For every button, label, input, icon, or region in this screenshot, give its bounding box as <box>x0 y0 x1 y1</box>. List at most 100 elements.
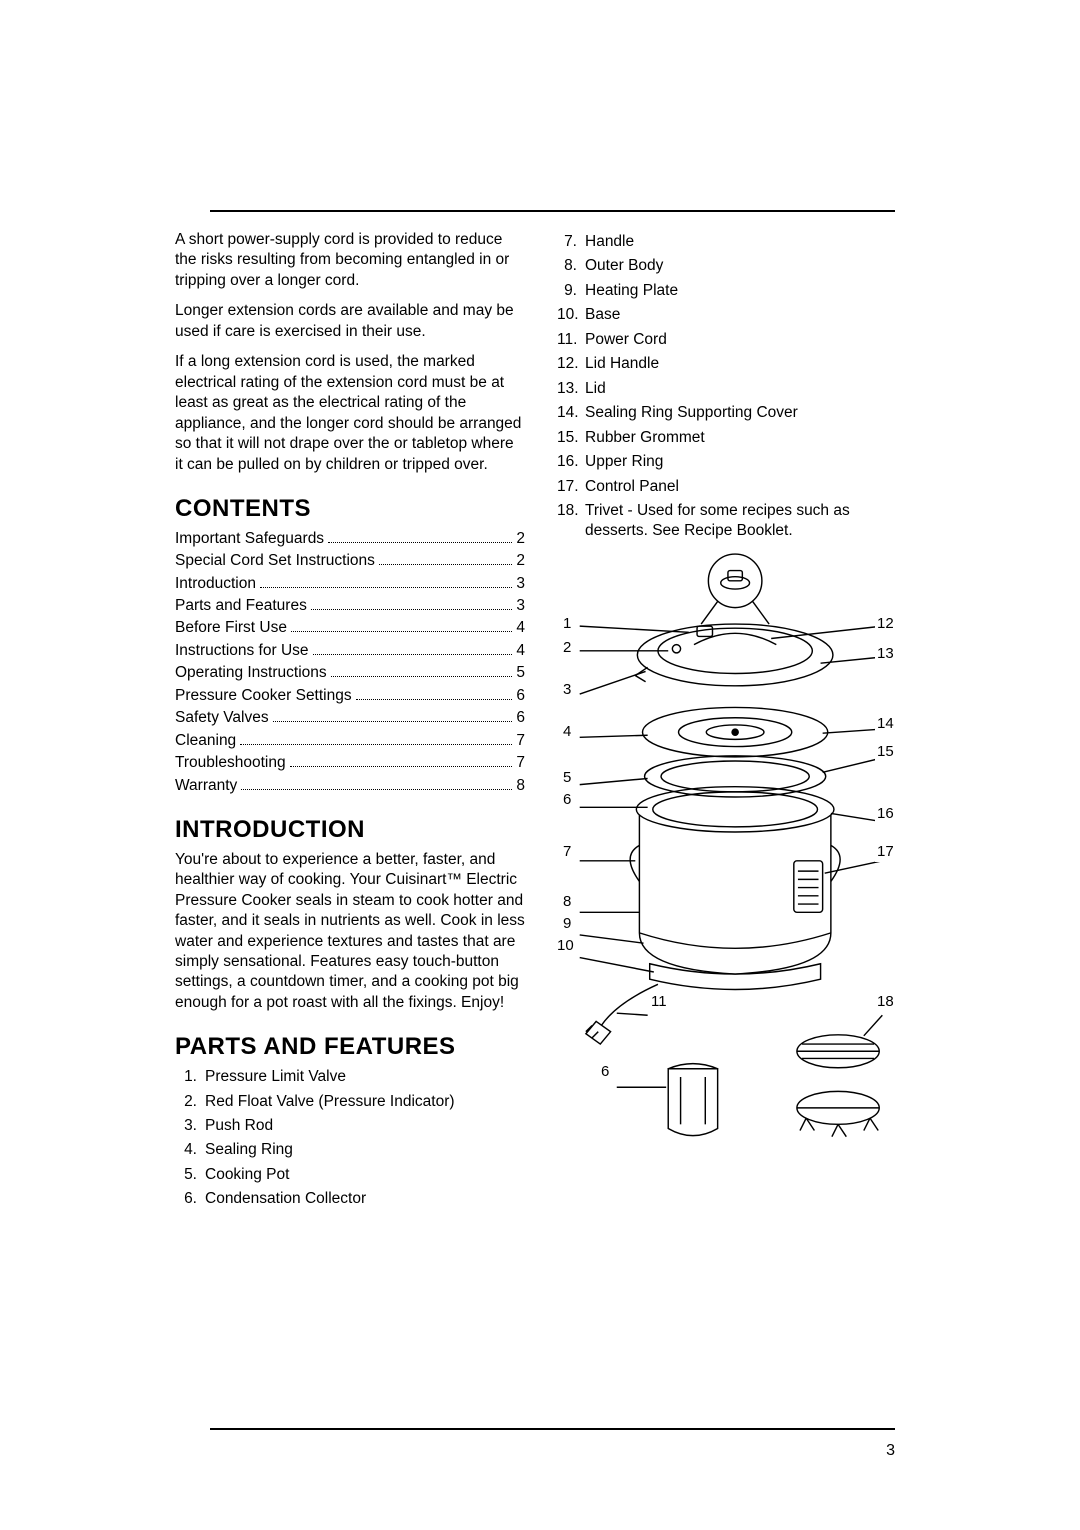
parts-item-number: 8. <box>557 256 585 276</box>
parts-item-text: Sealing Ring Supporting Cover <box>585 403 905 423</box>
seal-cover-dot <box>732 729 738 735</box>
toc-label: Pressure Cooker Settings <box>175 686 352 706</box>
valve-zoom-detail <box>721 577 750 589</box>
left-column: A short power-supply cord is provided to… <box>175 230 525 1214</box>
parts-list-item: 9.Heating Plate <box>557 281 905 301</box>
parts-list-item: 16.Upper Ring <box>557 452 905 472</box>
cord-paragraph-2: Longer extension cords are available and… <box>175 301 525 342</box>
parts-item-text: Red Float Valve (Pressure Indicator) <box>205 1092 525 1112</box>
leader-1 <box>580 626 689 632</box>
handle-left <box>630 845 639 881</box>
power-plug <box>586 1021 611 1044</box>
toc-row: Pressure Cooker Settings 6 <box>175 686 525 706</box>
parts-features-heading: PARTS AND FEATURES <box>175 1031 525 1063</box>
toc-label: Special Cord Set Instructions <box>175 551 375 571</box>
parts-item-text: Cooking Pot <box>205 1165 525 1185</box>
toc-page: 2 <box>516 529 525 549</box>
trivet-legs <box>797 1091 879 1136</box>
toc-label: Cleaning <box>175 731 236 751</box>
parts-list-item: 18.Trivet - Used for some recipes such a… <box>557 501 905 542</box>
base <box>650 964 821 990</box>
parts-item-number: 18. <box>557 501 585 542</box>
callout-11: 11 <box>649 992 669 1012</box>
parts-list-item: 17.Control Panel <box>557 477 905 497</box>
toc-leader-dots <box>328 532 512 543</box>
outer-body <box>639 814 830 974</box>
toc-row: Cleaning7 <box>175 731 525 751</box>
callout-17: 17 <box>875 842 896 862</box>
toc-page: 5 <box>516 663 525 683</box>
parts-item-number: 10. <box>557 305 585 325</box>
toc-page: 6 <box>516 686 525 706</box>
parts-item-text: Lid Handle <box>585 354 905 374</box>
parts-list-item: 7.Handle <box>557 232 905 252</box>
callout-12: 12 <box>875 614 896 634</box>
leader-13 <box>821 657 883 663</box>
leader-9 <box>580 935 644 943</box>
callout-9: 9 <box>561 914 573 934</box>
parts-item-number: 11. <box>557 330 585 350</box>
toc-page: 2 <box>516 551 525 571</box>
toc-label: Instructions for Use <box>175 641 309 661</box>
toc-leader-dots <box>379 554 513 565</box>
toc-row: Introduction3 <box>175 574 525 594</box>
leader-11 <box>617 1013 648 1015</box>
toc-row: Safety Valves6 <box>175 708 525 728</box>
leader-15 <box>823 758 883 772</box>
toc-page: 4 <box>516 618 525 638</box>
toc-row: Warranty8 <box>175 776 525 796</box>
toc-page: 4 <box>516 641 525 661</box>
lid-handle <box>694 633 776 644</box>
manual-page: A short power-supply cord is provided to… <box>0 0 1080 1530</box>
toc-leader-dots <box>291 622 512 633</box>
leader-10 <box>580 957 654 971</box>
parts-item-number: 12. <box>557 354 585 374</box>
toc-leader-dots <box>273 711 513 722</box>
condensation-collector <box>668 1069 717 1136</box>
parts-list-item: 8.Outer Body <box>557 256 905 276</box>
introduction-heading: INTRODUCTION <box>175 814 525 846</box>
parts-item-text: Pressure Limit Valve <box>205 1067 525 1087</box>
right-column: 7.Handle 8.Outer Body 9.Heating Plate 10.Ba… <box>555 230 905 1214</box>
callout-6: 6 <box>561 790 573 810</box>
callout-18: 18 <box>875 992 896 1012</box>
parts-item-text: Trivet - Used for some recipes such as d… <box>585 501 905 542</box>
parts-item-text: Power Cord <box>585 330 905 350</box>
toc-label: Before First Use <box>175 618 287 638</box>
parts-list-item: 6.Condensation Collector <box>177 1189 525 1209</box>
parts-list-item: 1.Pressure Limit Valve <box>177 1067 525 1087</box>
parts-item-text: Upper Ring <box>585 452 905 472</box>
parts-list-left: 1.Pressure Limit Valve 2.Red Float Valve … <box>175 1067 525 1210</box>
bottom-rule <box>210 1428 895 1430</box>
parts-item-text: Sealing Ring <box>205 1140 525 1160</box>
toc-label: Safety Valves <box>175 708 269 728</box>
parts-item-text: Base <box>585 305 905 325</box>
leader-17 <box>825 861 883 873</box>
parts-item-text: Push Rod <box>205 1116 525 1136</box>
cord-paragraph-3: If a long extension cord is used, the ma… <box>175 352 525 475</box>
condensation-collector-top <box>668 1063 717 1068</box>
callout-16: 16 <box>875 804 896 824</box>
parts-item-number: 13. <box>557 379 585 399</box>
parts-list-right: 7.Handle 8.Outer Body 9.Heating Plate 10.Ba… <box>555 232 905 542</box>
leader-4 <box>580 735 648 737</box>
toc-row: Operating Instructions5 <box>175 663 525 683</box>
zoom-leader-1 <box>701 601 717 624</box>
parts-item-text: Rubber Grommet <box>585 428 905 448</box>
lid-top-inner <box>658 628 812 673</box>
parts-item-number: 16. <box>557 452 585 472</box>
parts-list-item: 2.Red Float Valve (Pressure Indicator) <box>177 1092 525 1112</box>
toc-leader-dots <box>311 599 513 610</box>
parts-list-item: 11.Power Cord <box>557 330 905 350</box>
parts-item-text: Outer Body <box>585 256 905 276</box>
callout-8: 8 <box>561 892 573 912</box>
callout-1: 1 <box>561 614 573 634</box>
toc-page: 7 <box>516 753 525 773</box>
callout-15: 15 <box>875 742 896 762</box>
toc-label: Introduction <box>175 574 256 594</box>
callout-14: 14 <box>875 714 896 734</box>
parts-item-number: 15. <box>557 428 585 448</box>
table-of-contents: Important Safeguards2Special Cord Set In… <box>175 529 525 796</box>
toc-label: Parts and Features <box>175 596 307 616</box>
parts-item-number: 6. <box>177 1189 205 1209</box>
